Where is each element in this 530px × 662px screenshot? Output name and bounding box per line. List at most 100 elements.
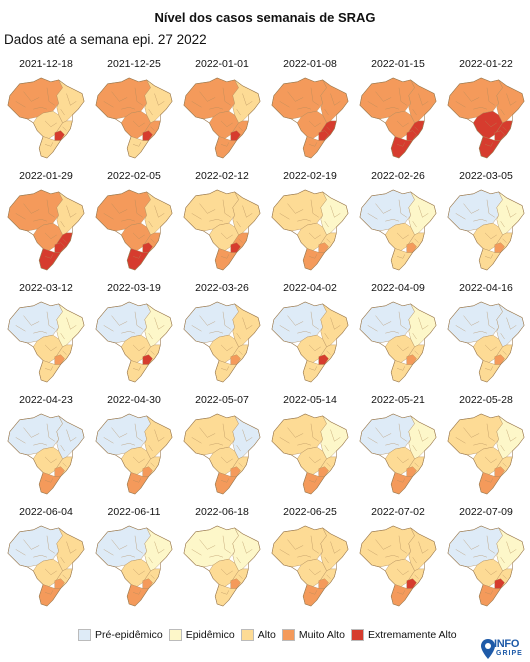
district-border [486,535,495,554]
panel-date-label: 2022-02-19 [283,170,337,182]
brazil-map [7,413,85,495]
district-border [23,91,40,102]
district-border [15,549,26,556]
panel-date-label: 2022-05-21 [371,394,425,406]
district-border [238,126,243,131]
panel-date-label: 2022-02-12 [195,170,249,182]
district-border [15,213,26,220]
district-border [134,199,143,218]
district-border [44,344,57,351]
district-border [398,311,407,330]
district-border [502,462,507,467]
legend-label: Alto [257,629,276,641]
district-border [324,557,329,564]
panel-date-label: 2022-03-12 [19,282,73,294]
panel-date-label: 2022-06-11 [107,506,161,518]
district-border [191,101,202,108]
legend-item: Muito Alto [281,629,345,641]
district-border [150,462,155,467]
panel-date-label: 2022-06-25 [283,506,337,518]
district-border [154,205,165,218]
brazil-map [359,77,437,159]
district-border [506,93,517,106]
district-border [473,219,488,222]
district-border [134,423,143,442]
country-outline [359,189,437,271]
district-border [209,331,224,334]
district-border [279,325,290,332]
district-border [33,443,48,446]
district-border [414,126,419,131]
district-border [150,574,155,579]
district-border [154,541,165,554]
district-border [134,87,143,106]
district-border [279,549,290,556]
brazil-map [183,189,261,271]
district-border [473,107,488,110]
legend-swatch [168,629,182,641]
country-outline [447,525,525,607]
district-border [279,437,290,444]
district-border [455,101,466,108]
hotspot-region [54,130,65,141]
logo-text-gripe: GRIPE [496,650,523,657]
district-border [111,427,128,438]
map-panel: 2022-05-14 [266,392,354,504]
district-border [396,120,409,127]
district-border [463,91,480,102]
district-border [367,437,378,444]
district-border [502,238,507,243]
country-outline [95,77,173,159]
district-border [396,232,409,239]
district-border [220,456,233,463]
district-border [242,93,253,106]
district-border [44,142,53,147]
map-panel: 2022-06-25 [266,504,354,616]
district-border [222,87,231,106]
district-border [111,539,128,550]
map-panel: 2022-06-11 [90,504,178,616]
district-border [484,456,497,463]
brazil-map [95,189,173,271]
hotspot-region [54,354,65,365]
legend-item: Pré-epidêmico [78,629,163,641]
hotspot-region [318,466,329,477]
map-panel: 2022-03-26 [178,280,266,392]
hotspot-region [494,466,505,477]
district-border [484,254,493,259]
district-border [154,317,165,330]
panel-date-label: 2022-04-09 [371,282,425,294]
country-outline [7,77,85,159]
brazil-map [183,301,261,383]
district-border [15,325,26,332]
district-border [455,325,466,332]
legend: Pré-epidêmico Epidêmico Alto Muito Alto Extr… [78,627,463,643]
country-outline [271,189,349,271]
country-outline [271,301,349,383]
district-border [287,91,304,102]
district-border [220,568,233,575]
district-border [396,366,405,371]
map-panel: 2022-03-19 [90,280,178,392]
district-border [33,107,48,110]
district-border [308,478,317,483]
district-border [463,427,480,438]
district-border [66,429,77,442]
country-outline [359,77,437,159]
panel-date-label: 2022-02-26 [371,170,425,182]
country-outline [7,525,85,607]
brazil-map [447,525,525,607]
brazil-map [7,189,85,271]
country-outline [95,525,173,607]
map-panel: 2022-01-29 [2,168,90,280]
district-border [121,555,136,558]
district-border [324,445,329,452]
country-outline [447,77,525,159]
panel-date-label: 2022-03-26 [195,282,249,294]
map-panel: 2022-07-02 [354,504,442,616]
district-border [330,93,341,106]
district-border [44,568,57,575]
district-border [103,101,114,108]
district-border [418,429,429,442]
hotspot-region [230,130,241,141]
